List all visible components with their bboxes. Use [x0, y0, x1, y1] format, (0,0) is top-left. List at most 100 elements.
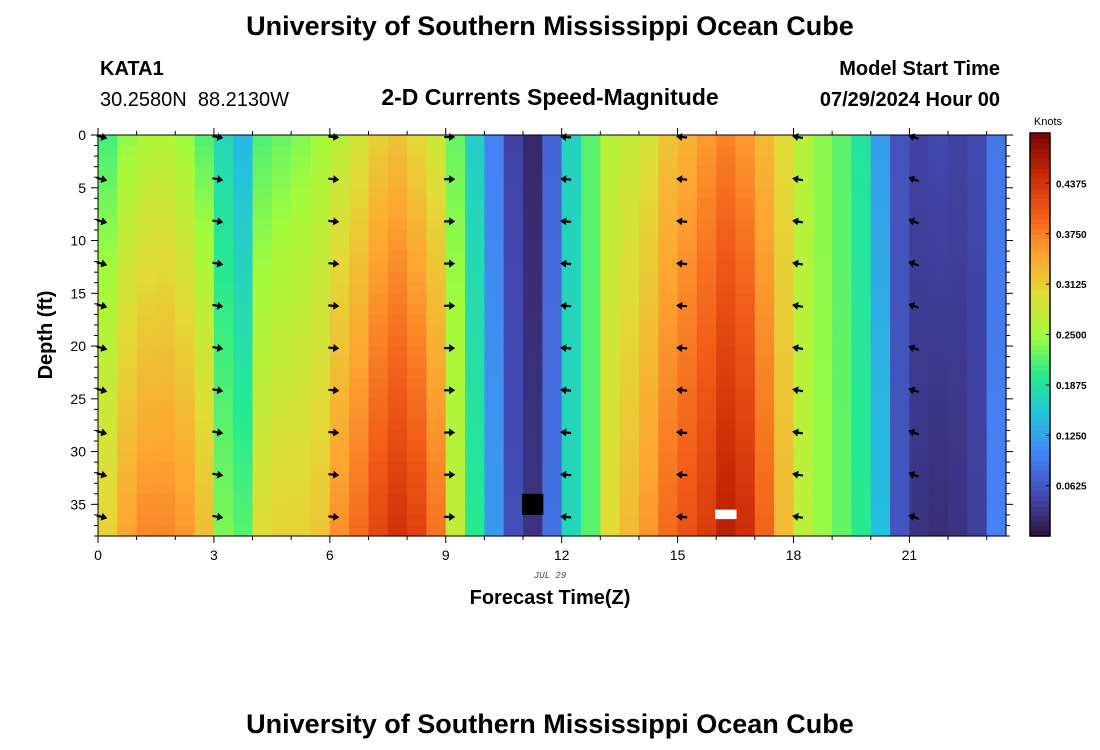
heatmap-cell	[503, 430, 524, 442]
heatmap-cell	[484, 483, 505, 495]
heatmap-cell	[870, 177, 891, 189]
heatmap-cell	[677, 377, 698, 389]
heatmap-cell	[561, 388, 582, 400]
heatmap-cell	[812, 261, 833, 273]
heatmap-cell	[387, 240, 408, 252]
heatmap-cell	[619, 472, 640, 484]
heatmap-cell	[349, 303, 370, 315]
colorbar-segment	[1030, 143, 1050, 149]
heatmap-cell	[696, 166, 717, 178]
heatmap-cell	[890, 251, 911, 263]
heatmap-cell	[948, 472, 968, 484]
heatmap-cell	[407, 282, 428, 294]
heatmap-cell	[445, 335, 466, 347]
colorbar-segment	[1030, 440, 1050, 446]
heatmap-cell	[407, 145, 428, 157]
heatmap-cell	[271, 135, 292, 147]
heatmap-cell	[291, 377, 312, 389]
heatmap-cell	[948, 187, 968, 199]
current-vector-arrow	[328, 512, 340, 521]
heatmap-cell	[175, 145, 196, 157]
heatmap-cell	[696, 367, 717, 379]
heatmap-cell	[793, 335, 814, 347]
heatmap-cell	[117, 177, 138, 189]
heatmap-cell	[194, 156, 215, 168]
heatmap-cell	[426, 377, 447, 389]
current-vector-arrow	[792, 386, 804, 395]
current-vector-arrow	[328, 259, 340, 268]
heatmap-cell	[484, 177, 505, 189]
heatmap-cell	[445, 409, 466, 421]
heatmap-cell	[967, 525, 988, 537]
heatmap-cell	[484, 377, 505, 389]
heatmap-cell	[136, 451, 157, 463]
heatmap-cell	[735, 156, 756, 168]
heatmap-cell	[890, 166, 911, 178]
heatmap-cell	[793, 472, 814, 484]
heatmap-cell	[329, 198, 350, 210]
heatmap-cell	[387, 441, 408, 453]
heatmap-cell	[600, 398, 621, 410]
heatmap-cell	[542, 451, 563, 463]
colorbar-segment	[1030, 334, 1050, 341]
station-coordinates: 30.2580N 88.2130W	[100, 89, 289, 111]
heatmap-cell	[503, 346, 524, 358]
heatmap-cell	[445, 272, 466, 284]
heatmap-cell	[136, 504, 157, 516]
heatmap-cell	[349, 514, 370, 527]
heatmap-cell	[774, 303, 795, 315]
heatmap-cell	[870, 335, 891, 347]
heatmap-cell	[967, 367, 988, 379]
heatmap-cell	[368, 514, 389, 527]
heatmap-cell	[271, 419, 292, 432]
heatmap-cell	[986, 409, 1007, 421]
heatmap-cell	[832, 493, 853, 505]
heatmap-cell	[175, 356, 196, 368]
heatmap-cell	[561, 251, 582, 263]
heatmap-cell	[329, 346, 350, 358]
heatmap-cell	[580, 356, 601, 368]
heatmap-cell	[291, 493, 312, 505]
heatmap-cell	[136, 419, 157, 432]
heatmap-cell	[194, 293, 215, 305]
heatmap-cell	[986, 282, 1007, 294]
x-tick-label: 21	[902, 547, 918, 563]
heatmap-cell	[677, 261, 698, 273]
heatmap-cell	[754, 314, 775, 326]
heatmap-cell	[349, 251, 370, 263]
heatmap-cell	[793, 504, 814, 516]
colorbar-segment	[1030, 248, 1050, 255]
heatmap-cell	[329, 303, 350, 315]
heatmap-cell	[890, 367, 911, 379]
heatmap-cell	[658, 282, 679, 294]
heatmap-cell	[986, 293, 1007, 305]
heatmap-cell	[658, 208, 679, 221]
heatmap-cell	[793, 483, 814, 495]
heatmap-cell	[484, 324, 505, 337]
heatmap-cell	[426, 493, 447, 505]
y-tick-label: 5	[78, 180, 86, 196]
heatmap-cell	[291, 145, 312, 157]
heatmap-cell	[407, 219, 428, 231]
heatmap-cell	[194, 251, 215, 263]
heatmap-cell	[368, 472, 389, 484]
heatmap-cell	[967, 208, 988, 221]
heatmap-cell	[252, 367, 273, 379]
heatmap-cell	[677, 356, 698, 368]
heatmap-cell	[948, 293, 968, 305]
heatmap-cell	[484, 462, 505, 474]
heatmap-cell	[793, 409, 814, 421]
heatmap-cell	[407, 514, 428, 527]
heatmap-cell	[696, 398, 717, 410]
heatmap-cell	[349, 198, 370, 210]
heatmap-cell	[619, 240, 640, 252]
heatmap-cell	[329, 187, 350, 199]
current-vector-arrow	[676, 301, 688, 310]
heatmap-cell	[716, 187, 737, 199]
heatmap-cell	[851, 504, 872, 516]
heatmap-cell	[484, 430, 505, 442]
heatmap-cell	[928, 377, 949, 389]
heatmap-cell	[658, 504, 679, 516]
current-vector-arrow	[212, 175, 224, 184]
heatmap-cell	[890, 504, 911, 516]
